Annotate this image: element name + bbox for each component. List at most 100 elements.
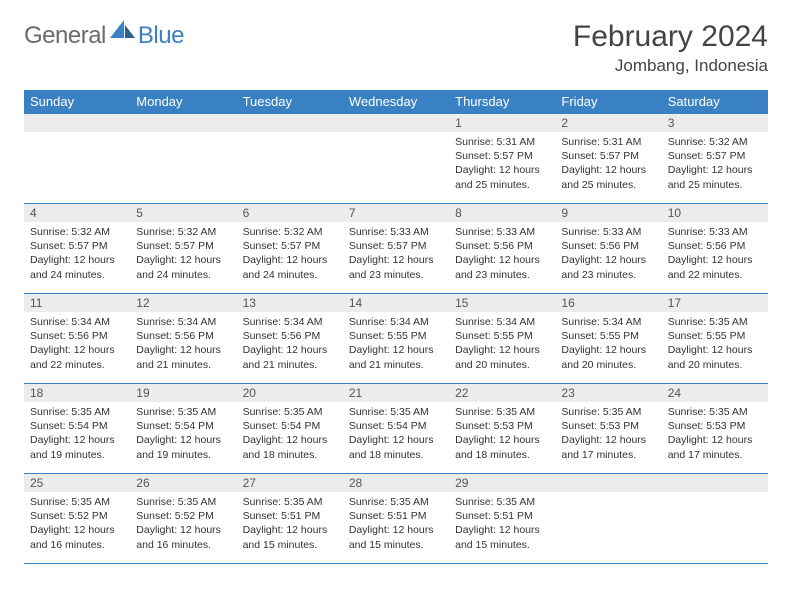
calendar-row: 18Sunrise: 5:35 AMSunset: 5:54 PMDayligh… [24,384,768,474]
day-line: Sunset: 5:54 PM [349,419,443,433]
day-number: 9 [555,204,661,222]
header: General Blue February 2024 Jombang, Indo… [24,20,768,76]
day-line: Daylight: 12 hours [455,343,549,357]
calendar-cell: 5Sunrise: 5:32 AMSunset: 5:57 PMDaylight… [130,204,236,294]
calendar-cell: 19Sunrise: 5:35 AMSunset: 5:54 PMDayligh… [130,384,236,474]
day-number: 20 [237,384,343,402]
day-line: Daylight: 12 hours [349,433,443,447]
day-content: Sunrise: 5:34 AMSunset: 5:56 PMDaylight:… [130,312,236,376]
page-title: February 2024 [573,20,768,54]
day-line: Sunrise: 5:34 AM [455,315,549,329]
calendar-row: 25Sunrise: 5:35 AMSunset: 5:52 PMDayligh… [24,474,768,564]
day-content [555,492,661,499]
day-line: Sunrise: 5:31 AM [561,135,655,149]
day-line: Sunrise: 5:35 AM [243,495,337,509]
day-content: Sunrise: 5:35 AMSunset: 5:53 PMDaylight:… [555,402,661,466]
day-content: Sunrise: 5:35 AMSunset: 5:54 PMDaylight:… [24,402,130,466]
calendar-cell [343,114,449,204]
day-line: Sunrise: 5:35 AM [455,405,549,419]
day-line: Sunrise: 5:35 AM [30,405,124,419]
day-header: Saturday [662,90,768,114]
day-line: Sunset: 5:53 PM [561,419,655,433]
day-line: and 21 minutes. [243,358,337,372]
day-line: Daylight: 12 hours [349,523,443,537]
day-line: and 23 minutes. [455,268,549,282]
day-line: Sunrise: 5:32 AM [136,225,230,239]
day-line: and 21 minutes. [349,358,443,372]
calendar-cell: 18Sunrise: 5:35 AMSunset: 5:54 PMDayligh… [24,384,130,474]
day-content: Sunrise: 5:32 AMSunset: 5:57 PMDaylight:… [237,222,343,286]
day-number: 6 [237,204,343,222]
day-number: 13 [237,294,343,312]
day-line: Sunset: 5:56 PM [136,329,230,343]
calendar-cell [130,114,236,204]
day-content [343,132,449,139]
calendar-cell: 6Sunrise: 5:32 AMSunset: 5:57 PMDaylight… [237,204,343,294]
day-number: 23 [555,384,661,402]
day-line: Daylight: 12 hours [136,433,230,447]
calendar-cell: 17Sunrise: 5:35 AMSunset: 5:55 PMDayligh… [662,294,768,384]
logo-text-blue: Blue [138,22,184,50]
day-line: Sunset: 5:53 PM [668,419,762,433]
day-number: 18 [24,384,130,402]
day-line: Sunrise: 5:35 AM [561,405,655,419]
day-line: and 16 minutes. [30,538,124,552]
day-content [24,132,130,139]
day-content [662,492,768,499]
day-line: Daylight: 12 hours [561,343,655,357]
day-number: 24 [662,384,768,402]
day-content: Sunrise: 5:34 AMSunset: 5:56 PMDaylight:… [24,312,130,376]
day-content: Sunrise: 5:35 AMSunset: 5:54 PMDaylight:… [343,402,449,466]
day-line: and 18 minutes. [455,448,549,462]
calendar-table: Sunday Monday Tuesday Wednesday Thursday… [24,90,768,564]
day-header: Thursday [449,90,555,114]
day-content: Sunrise: 5:34 AMSunset: 5:55 PMDaylight:… [343,312,449,376]
day-line: Daylight: 12 hours [243,433,337,447]
day-line: and 18 minutes. [349,448,443,462]
day-line: Sunrise: 5:33 AM [455,225,549,239]
day-line: Daylight: 12 hours [561,433,655,447]
day-line: Daylight: 12 hours [455,163,549,177]
calendar-cell: 11Sunrise: 5:34 AMSunset: 5:56 PMDayligh… [24,294,130,384]
day-number [662,474,768,492]
day-line: Sunrise: 5:35 AM [136,495,230,509]
day-number [237,114,343,132]
day-line: Daylight: 12 hours [349,343,443,357]
day-content: Sunrise: 5:31 AMSunset: 5:57 PMDaylight:… [449,132,555,196]
day-number [343,114,449,132]
day-line: and 24 minutes. [243,268,337,282]
day-line: Sunrise: 5:32 AM [668,135,762,149]
calendar-cell [24,114,130,204]
day-line: Daylight: 12 hours [561,163,655,177]
day-content: Sunrise: 5:34 AMSunset: 5:55 PMDaylight:… [449,312,555,376]
calendar-cell: 9Sunrise: 5:33 AMSunset: 5:56 PMDaylight… [555,204,661,294]
day-line: and 21 minutes. [136,358,230,372]
day-line: Daylight: 12 hours [136,253,230,267]
day-line: Sunrise: 5:35 AM [455,495,549,509]
day-line: Sunrise: 5:35 AM [243,405,337,419]
day-line: Sunrise: 5:34 AM [561,315,655,329]
day-content: Sunrise: 5:31 AMSunset: 5:57 PMDaylight:… [555,132,661,196]
day-line: Sunrise: 5:33 AM [561,225,655,239]
day-number: 10 [662,204,768,222]
day-header: Friday [555,90,661,114]
day-number: 8 [449,204,555,222]
logo-sail-icon [110,20,136,43]
day-line: Daylight: 12 hours [136,343,230,357]
day-line: Daylight: 12 hours [30,253,124,267]
day-line: Sunset: 5:56 PM [668,239,762,253]
day-number: 1 [449,114,555,132]
day-line: Sunrise: 5:35 AM [349,495,443,509]
day-content: Sunrise: 5:33 AMSunset: 5:56 PMDaylight:… [555,222,661,286]
day-content: Sunrise: 5:32 AMSunset: 5:57 PMDaylight:… [130,222,236,286]
day-line: Daylight: 12 hours [136,523,230,537]
day-number: 5 [130,204,236,222]
day-line: Sunrise: 5:33 AM [349,225,443,239]
day-line: Sunrise: 5:34 AM [349,315,443,329]
day-line: and 23 minutes. [349,268,443,282]
day-number [130,114,236,132]
day-line: Sunset: 5:54 PM [30,419,124,433]
day-number: 27 [237,474,343,492]
day-line: Sunrise: 5:33 AM [668,225,762,239]
day-line: Daylight: 12 hours [668,253,762,267]
